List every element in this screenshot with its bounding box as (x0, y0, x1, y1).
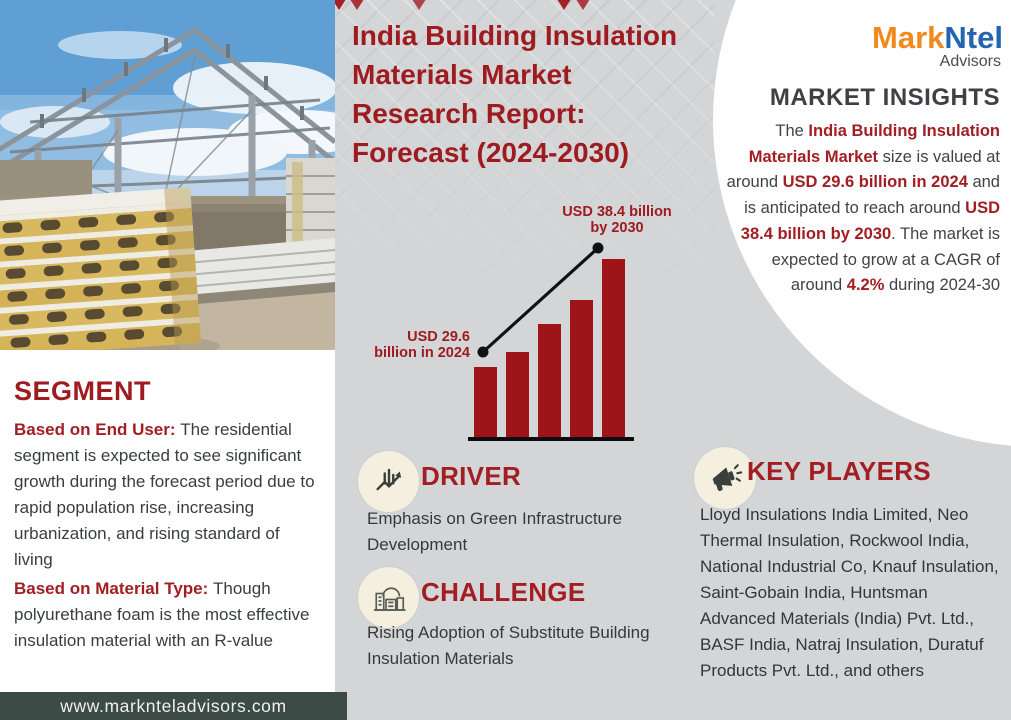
red-triangle-decor (574, 0, 592, 10)
challenge-heading: CHALLENGE (421, 577, 586, 607)
driver-heading: DRIVER (421, 461, 522, 491)
red-triangle-decor (348, 0, 366, 10)
chart-bar (506, 352, 529, 437)
logo-subtitle: Advisors (939, 53, 1001, 70)
challenge-text: Rising Adoption of Substitute Building I… (367, 623, 650, 668)
key-players-icon-circle (694, 447, 756, 509)
forecast-bar-chart: USD 29.6 billion in 2024 USD 38.4 billio… (360, 200, 680, 445)
red-triangle-decor (555, 0, 573, 10)
market-insights-paragraph: The India Building Insulation Materials … (726, 122, 1000, 295)
trend-line (477, 242, 604, 358)
chart-bar (474, 367, 497, 437)
markntel-logo: MarkNtel Advisors (843, 22, 1003, 70)
page-title: India Building Insulation Materials Mark… (352, 20, 678, 168)
chart-axis-line (468, 437, 634, 441)
chart-bar (538, 324, 561, 437)
red-triangle-decor (410, 0, 428, 10)
chart-bars (474, 259, 625, 437)
segment-section: SEGMENT Based on End User: The residenti… (14, 376, 322, 657)
market-insights-heading: MARKET INSIGHTS (769, 84, 1000, 111)
red-triangle-decor (330, 0, 348, 10)
chart-bar (602, 259, 625, 437)
segment-paragraph-material-type: Based on Material Type: Though polyureth… (14, 579, 310, 650)
chart-bar (570, 300, 593, 437)
key-players-heading: KEY PLAYERS (747, 456, 931, 486)
chart-end-label: USD 38.4 billion by 2030 (562, 204, 672, 236)
growth-trend-icon (375, 468, 401, 490)
construction-site-photo (0, 0, 335, 350)
challenge-icon-circle (358, 567, 419, 628)
key-players-list: Lloyd Insulations India Limited, Neo The… (700, 505, 999, 680)
segment-heading: SEGMENT (14, 376, 152, 406)
left-panel: SEGMENT Based on End User: The residenti… (0, 0, 335, 720)
driver-text: Emphasis on Green Infrastructure Develop… (367, 509, 623, 554)
buildings-icon (373, 587, 405, 611)
chart-start-label: USD 29.6 billion in 2024 (374, 329, 470, 361)
segment-paragraph-end-user: Based on End User: The residential segme… (14, 420, 315, 569)
megaphone-icon (712, 464, 743, 491)
website-link[interactable]: www.marknteladvisors.com (0, 692, 347, 720)
logo-wordmark: MarkNtel (872, 20, 1003, 55)
driver-icon-circle (358, 451, 419, 512)
